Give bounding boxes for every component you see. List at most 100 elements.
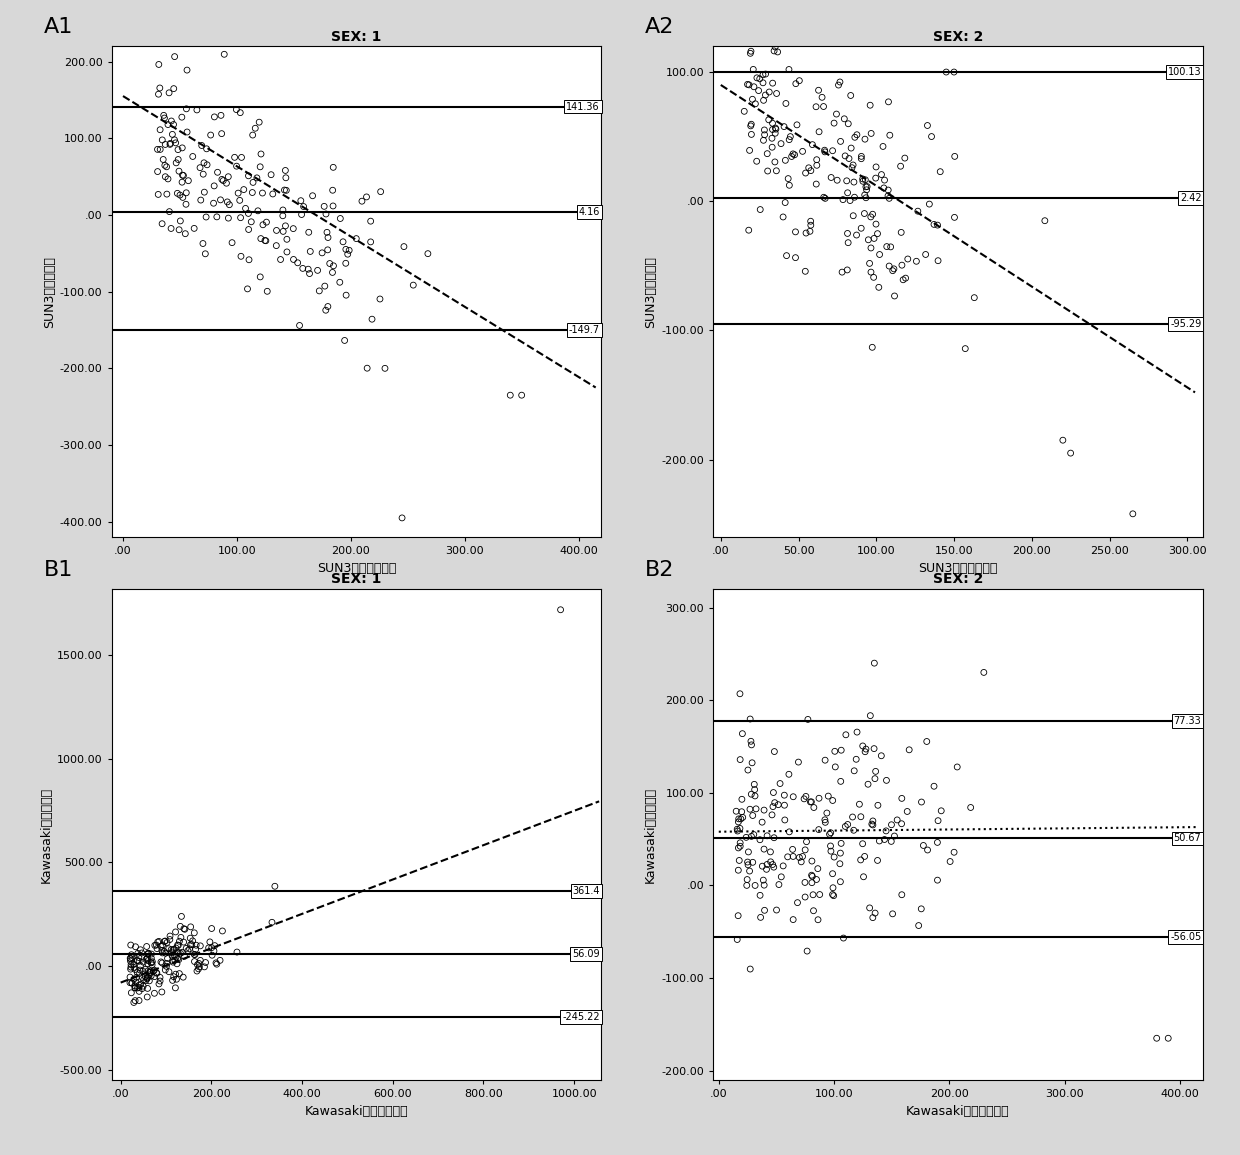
Text: -149.7: -149.7 xyxy=(569,325,600,335)
Point xyxy=(784,910,804,929)
Point xyxy=(818,787,838,805)
Point xyxy=(190,957,210,976)
Point xyxy=(141,949,161,968)
Point xyxy=(831,844,851,863)
Point xyxy=(234,180,254,199)
Point xyxy=(122,955,141,974)
Point xyxy=(853,835,873,854)
Point xyxy=(336,286,356,305)
Point xyxy=(334,232,353,251)
Point xyxy=(170,211,190,230)
Point xyxy=(877,237,897,255)
Point xyxy=(155,135,175,154)
Point xyxy=(760,852,780,871)
Point xyxy=(255,231,275,249)
Point xyxy=(157,170,177,188)
Point xyxy=(837,172,857,191)
Point xyxy=(729,851,749,870)
Point xyxy=(242,184,262,202)
Point xyxy=(831,773,851,791)
Point xyxy=(160,926,180,945)
Point xyxy=(754,121,774,140)
Point xyxy=(155,109,175,127)
Point xyxy=(148,140,167,158)
Point xyxy=(299,260,319,278)
Point xyxy=(315,277,335,296)
Point xyxy=(841,87,861,105)
Point xyxy=(153,944,172,962)
Point xyxy=(911,900,931,918)
Point xyxy=(802,135,822,154)
Point xyxy=(247,169,267,187)
Point xyxy=(795,262,815,281)
Point xyxy=(166,939,186,957)
Point xyxy=(728,839,748,857)
Point xyxy=(831,742,851,760)
Point xyxy=(728,813,748,832)
Point xyxy=(195,182,215,201)
Point xyxy=(866,904,885,923)
Point xyxy=(750,200,770,218)
Point xyxy=(759,83,779,102)
Point xyxy=(765,38,785,57)
Point xyxy=(895,269,915,288)
Point xyxy=(124,970,144,989)
Point xyxy=(745,877,765,895)
Point xyxy=(312,244,332,262)
Point xyxy=(750,908,770,926)
Point xyxy=(227,157,247,176)
Point xyxy=(207,955,227,974)
Point xyxy=(868,224,888,243)
Point xyxy=(808,81,828,99)
Point xyxy=(164,940,184,959)
Point xyxy=(754,871,774,889)
Point xyxy=(176,195,196,214)
Point xyxy=(161,112,181,131)
Point xyxy=(299,223,319,241)
Point xyxy=(228,184,248,202)
Point xyxy=(744,77,764,96)
Point xyxy=(267,237,286,255)
Point xyxy=(144,961,164,979)
Point xyxy=(157,949,177,968)
Point xyxy=(148,163,167,181)
Point xyxy=(847,126,867,144)
Point xyxy=(166,970,186,989)
Point xyxy=(743,806,763,825)
Point xyxy=(138,949,157,968)
Point xyxy=(239,221,259,239)
Point xyxy=(763,855,782,873)
Point xyxy=(858,231,878,249)
Point xyxy=(831,834,851,852)
Point xyxy=(823,886,843,904)
Point xyxy=(185,219,205,238)
Point xyxy=(768,43,787,61)
Point xyxy=(863,812,883,830)
Point xyxy=(172,188,192,207)
Point xyxy=(872,165,892,184)
Point xyxy=(727,802,746,820)
Point xyxy=(133,968,153,986)
Point xyxy=(854,204,874,223)
Point xyxy=(1123,505,1143,523)
Point xyxy=(828,76,848,95)
Point xyxy=(176,184,196,202)
Point xyxy=(827,105,847,124)
Point xyxy=(765,793,785,812)
Point xyxy=(253,184,273,202)
Point xyxy=(141,954,161,973)
Point xyxy=(790,848,810,866)
Point xyxy=(763,129,782,148)
Point xyxy=(129,978,149,997)
Point xyxy=(833,929,853,947)
Point xyxy=(961,798,981,817)
Point xyxy=(174,933,193,952)
Point xyxy=(945,147,965,165)
Point xyxy=(965,289,985,307)
Point xyxy=(827,171,847,189)
Point xyxy=(171,929,191,947)
Point xyxy=(856,178,875,196)
Point xyxy=(148,939,167,957)
Point xyxy=(928,812,947,830)
Point xyxy=(317,223,337,241)
